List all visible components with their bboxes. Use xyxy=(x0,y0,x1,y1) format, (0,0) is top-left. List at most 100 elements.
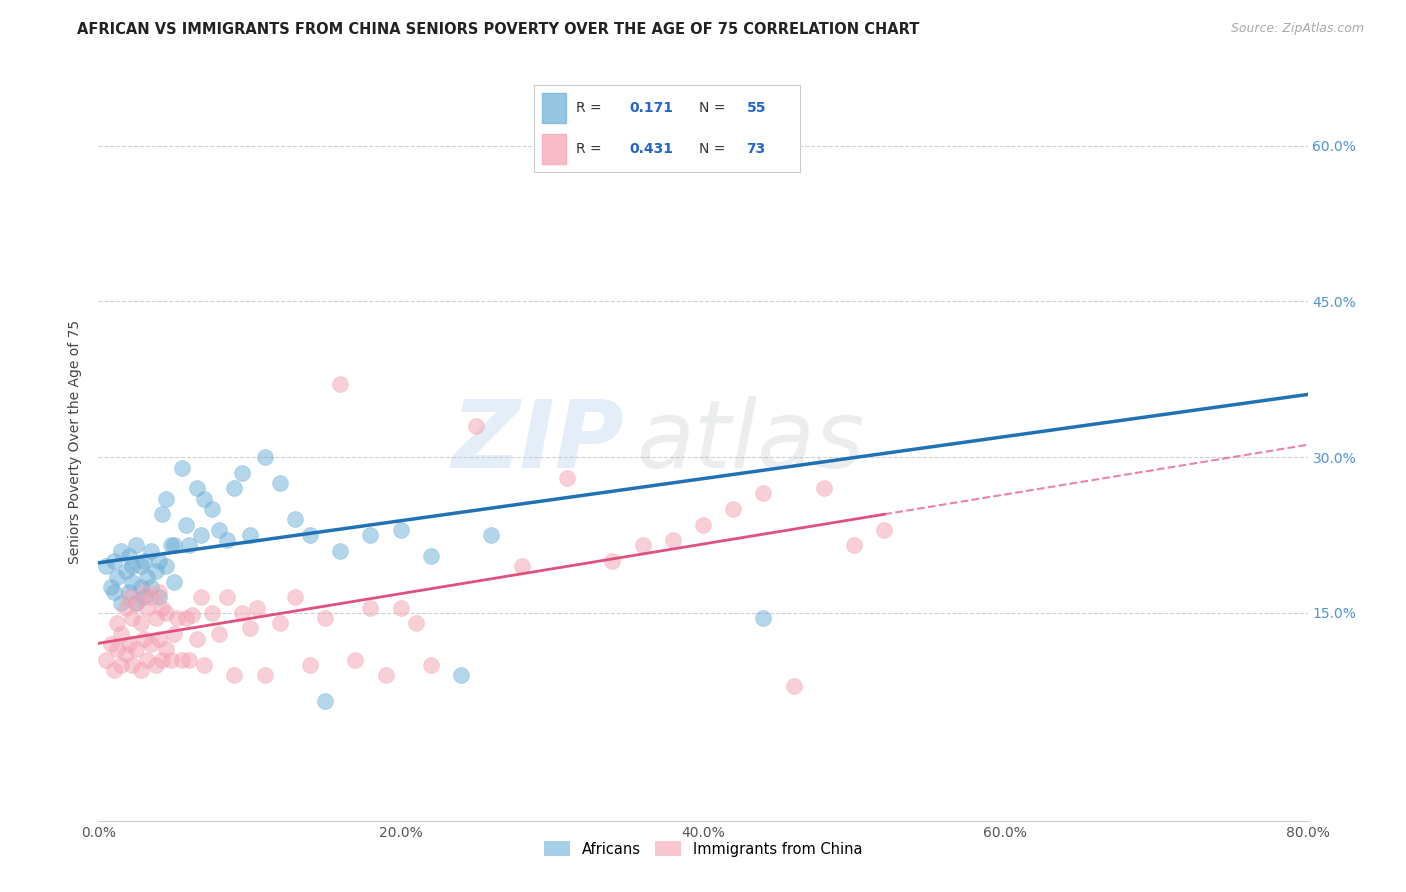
Point xyxy=(602,554,624,568)
Point xyxy=(224,481,246,495)
Point xyxy=(231,466,253,480)
Point xyxy=(118,585,141,599)
Point xyxy=(118,591,141,605)
Point xyxy=(129,559,152,574)
Point xyxy=(190,528,212,542)
Point xyxy=(299,657,322,672)
Point xyxy=(193,657,215,672)
Point xyxy=(141,591,163,605)
Text: ZIP: ZIP xyxy=(451,395,624,488)
Point xyxy=(174,517,197,532)
Point xyxy=(284,512,307,526)
Point xyxy=(844,538,866,552)
Point xyxy=(148,591,170,605)
Point xyxy=(105,569,128,583)
Point xyxy=(190,591,212,605)
Point xyxy=(181,607,204,622)
Point xyxy=(155,559,177,574)
Point xyxy=(155,491,177,506)
Point xyxy=(132,554,155,568)
Point xyxy=(145,611,167,625)
Point xyxy=(179,653,201,667)
Point xyxy=(193,491,215,506)
Point xyxy=(873,523,896,537)
Point xyxy=(360,528,382,542)
Point xyxy=(314,694,336,708)
Point xyxy=(329,377,352,392)
Point xyxy=(179,538,201,552)
Point xyxy=(405,616,427,631)
Point xyxy=(166,611,188,625)
Point xyxy=(389,523,412,537)
Point xyxy=(132,632,155,646)
Point xyxy=(374,668,396,682)
Point xyxy=(125,595,148,609)
Point xyxy=(141,580,163,594)
Point xyxy=(163,574,186,589)
Point xyxy=(94,653,117,667)
Point xyxy=(481,528,503,542)
Point xyxy=(692,517,714,532)
Point xyxy=(314,611,336,625)
Point xyxy=(752,486,775,500)
Point xyxy=(103,554,125,568)
Point xyxy=(170,653,193,667)
Point xyxy=(121,611,143,625)
Point xyxy=(253,450,276,464)
Point xyxy=(163,538,186,552)
Point xyxy=(170,460,193,475)
Point xyxy=(239,528,262,542)
Point xyxy=(450,668,472,682)
Point xyxy=(160,538,183,552)
Point xyxy=(163,626,186,640)
Point xyxy=(284,591,307,605)
Point xyxy=(94,559,117,574)
Point xyxy=(555,133,578,147)
Point xyxy=(420,549,443,563)
Point xyxy=(246,600,269,615)
Point xyxy=(110,595,132,609)
Point xyxy=(239,622,262,636)
Point xyxy=(186,632,208,646)
Text: atlas: atlas xyxy=(637,396,865,487)
Point xyxy=(510,559,533,574)
Point xyxy=(329,543,352,558)
Point xyxy=(135,600,157,615)
Point xyxy=(105,616,128,631)
Point xyxy=(208,523,231,537)
Point xyxy=(150,600,173,615)
Point xyxy=(215,533,238,548)
Point xyxy=(132,585,155,599)
Point xyxy=(231,606,253,620)
Point xyxy=(105,642,128,657)
Point xyxy=(269,616,291,631)
Point xyxy=(723,502,745,516)
Point xyxy=(465,419,488,434)
Point xyxy=(114,648,136,662)
Point xyxy=(201,502,224,516)
Y-axis label: Seniors Poverty Over the Age of 75: Seniors Poverty Over the Age of 75 xyxy=(69,319,83,564)
Point xyxy=(141,637,163,651)
Point xyxy=(148,632,170,646)
Point xyxy=(100,580,122,594)
Point xyxy=(125,595,148,609)
Point xyxy=(129,580,152,594)
Text: AFRICAN VS IMMIGRANTS FROM CHINA SENIORS POVERTY OVER THE AGE OF 75 CORRELATION : AFRICAN VS IMMIGRANTS FROM CHINA SENIORS… xyxy=(77,22,920,37)
Point xyxy=(129,616,152,631)
Point xyxy=(201,606,224,620)
Point xyxy=(145,657,167,672)
Point xyxy=(783,679,806,693)
Point xyxy=(110,657,132,672)
Point xyxy=(299,528,322,542)
Point xyxy=(103,663,125,677)
Point xyxy=(125,642,148,657)
Point xyxy=(150,653,173,667)
Point xyxy=(135,569,157,583)
Point xyxy=(148,585,170,599)
Point xyxy=(132,591,155,605)
Point xyxy=(224,668,246,682)
Point xyxy=(208,626,231,640)
Point xyxy=(121,559,143,574)
Point xyxy=(118,637,141,651)
Point xyxy=(114,600,136,615)
